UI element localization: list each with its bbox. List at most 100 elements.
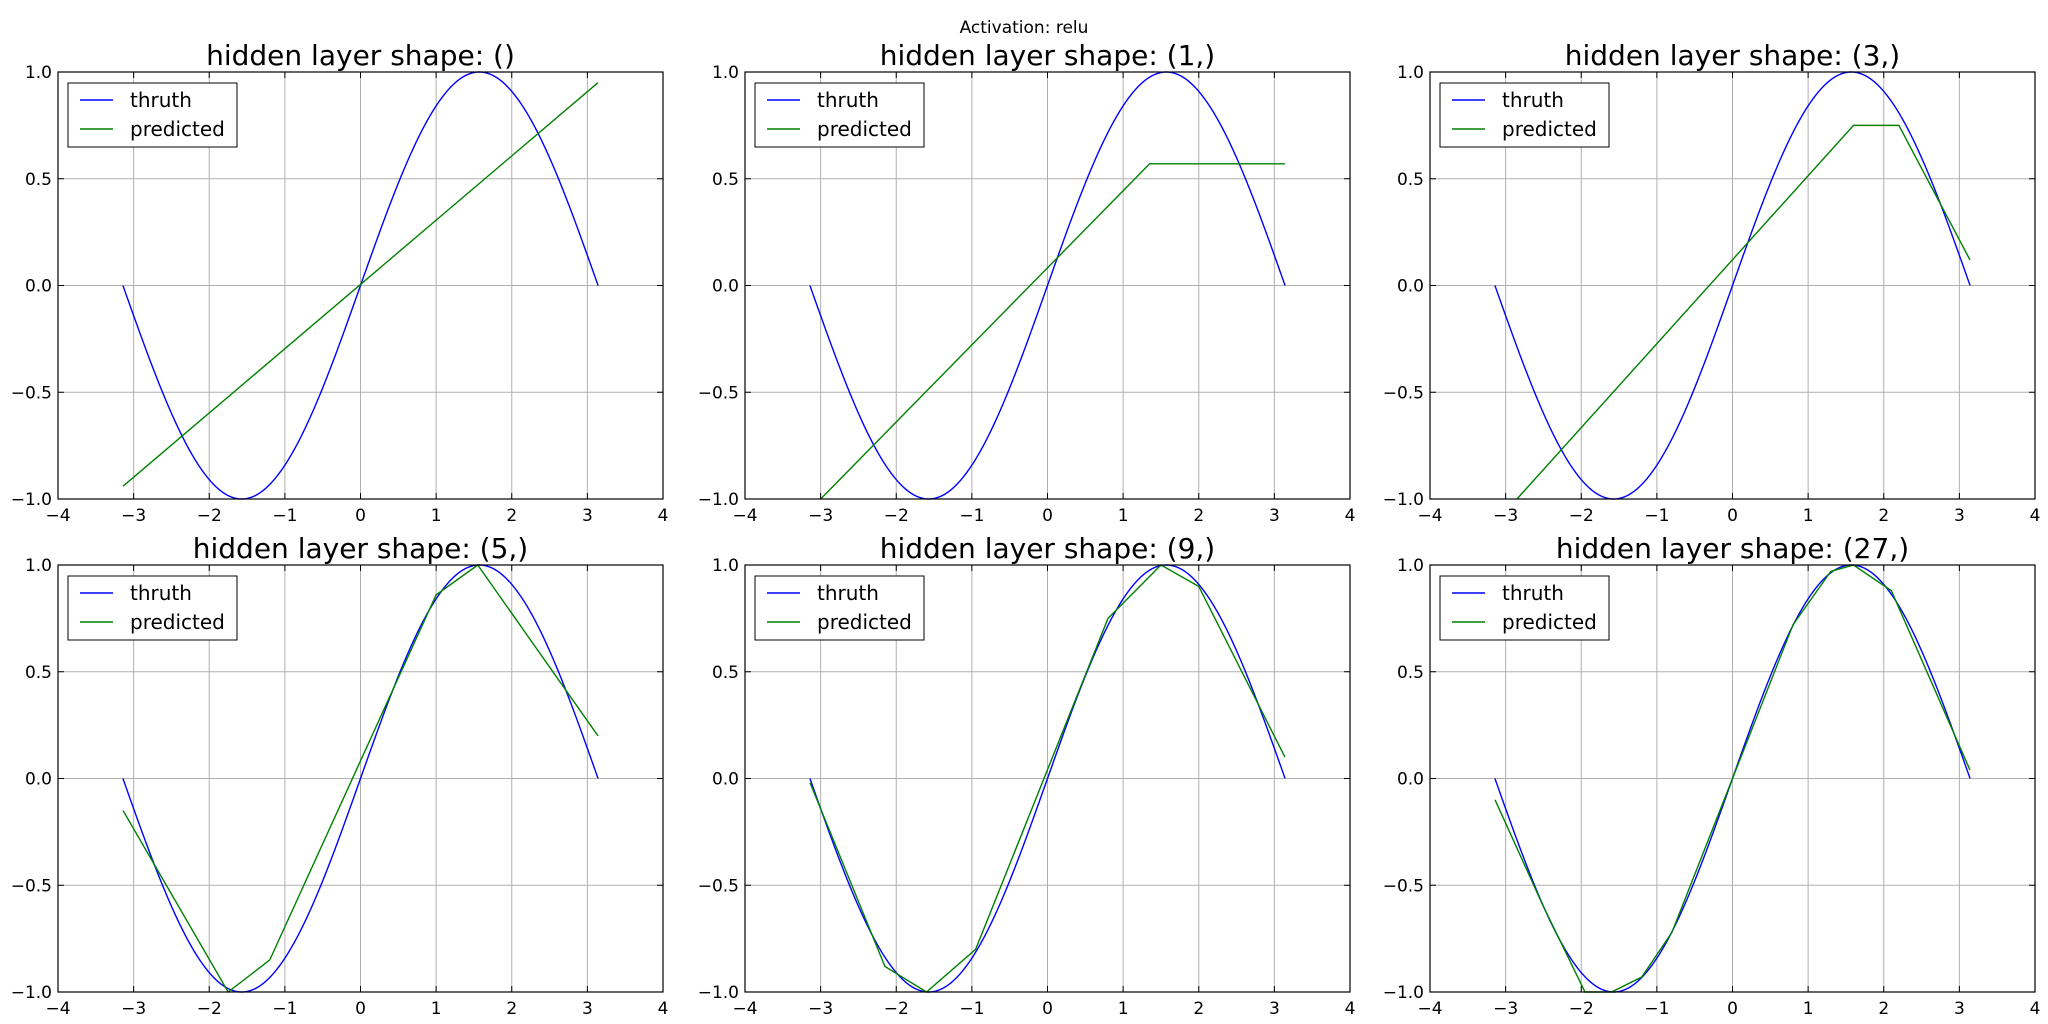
y-tick-label: 0.5 xyxy=(25,663,52,683)
y-tick-label: −0.5 xyxy=(11,383,52,403)
y-tick-label: 1.0 xyxy=(1397,63,1424,83)
x-tick-label: 1 xyxy=(1803,506,1814,526)
x-tick-label: 2 xyxy=(506,506,517,526)
x-tick-label: −1 xyxy=(272,999,297,1019)
x-tick-label: −2 xyxy=(197,506,222,526)
legend-label-thruth: thruth xyxy=(130,88,192,112)
x-tick-label: −2 xyxy=(197,999,222,1019)
x-tick-label: −4 xyxy=(1417,506,1442,526)
x-tick-label: −4 xyxy=(1417,999,1442,1019)
series-line-thruth xyxy=(809,71,1286,500)
x-tick-label: 3 xyxy=(1954,999,1965,1019)
legend-label-predicted: predicted xyxy=(817,117,912,141)
y-tick-label: 1.0 xyxy=(25,556,52,576)
legend-label-thruth: thruth xyxy=(817,581,879,605)
x-tick-label: −1 xyxy=(1644,999,1669,1019)
series-line-thruth xyxy=(122,564,599,993)
subplot-title: hidden layer shape: (3,) xyxy=(1565,39,1900,72)
x-tick-label: 4 xyxy=(1345,999,1356,1019)
legend-label-thruth: thruth xyxy=(1502,88,1564,112)
y-tick-label: −0.5 xyxy=(1383,876,1424,896)
y-tick-label: 1.0 xyxy=(712,556,739,576)
y-tick-label: −0.5 xyxy=(698,876,739,896)
x-tick-label: −1 xyxy=(1644,506,1669,526)
x-tick-label: −4 xyxy=(45,999,70,1019)
y-tick-label: 0.5 xyxy=(1397,663,1424,683)
y-tick-label: −1.0 xyxy=(11,983,52,1003)
subplot-4: −4 −3 −2 −1 0 1 2 3 4 −1.0 −0.5 0.0 0.5 1.0 hidden lay… xyxy=(11,532,669,1019)
y-tick-label: 0.0 xyxy=(1397,770,1424,790)
subplot-5: −4 −3 −2 −1 0 1 2 3 4 −1.0 −0.5 0.0 0.5 1.0 hidden lay… xyxy=(698,532,1356,1019)
legend: thruth predicted xyxy=(754,82,925,148)
y-tick-label: −0.5 xyxy=(1383,383,1424,403)
series-line-thruth xyxy=(809,564,1286,993)
x-tick-label: 4 xyxy=(658,999,669,1019)
x-tick-label: −3 xyxy=(1493,506,1518,526)
y-tick-label: −1.0 xyxy=(698,983,739,1003)
legend: thruth predicted xyxy=(67,82,238,148)
x-tick-label: 3 xyxy=(1269,999,1280,1019)
legend: thruth predicted xyxy=(67,575,238,641)
y-tick-label: 0.0 xyxy=(712,277,739,297)
legend-label-predicted: predicted xyxy=(1502,117,1597,141)
x-tick-label: 2 xyxy=(1878,506,1889,526)
x-tick-label: −4 xyxy=(45,506,70,526)
y-tick-label: 0.0 xyxy=(712,770,739,790)
legend-box xyxy=(754,575,925,641)
x-tick-label: 2 xyxy=(1193,999,1204,1019)
series-line-predicted xyxy=(1494,564,1971,993)
y-tick-label: 0.5 xyxy=(25,170,52,190)
y-tick-label: −1.0 xyxy=(698,490,739,510)
x-tick-label: 1 xyxy=(431,506,442,526)
x-tick-label: −1 xyxy=(959,506,984,526)
y-tick-label: −1.0 xyxy=(1383,490,1424,510)
x-tick-label: 2 xyxy=(1193,506,1204,526)
y-tick-label: −1.0 xyxy=(1383,983,1424,1003)
legend-box xyxy=(67,575,238,641)
legend: thruth predicted xyxy=(1439,575,1610,641)
legend-label-predicted: predicted xyxy=(130,117,225,141)
subplot-6: −4 −3 −2 −1 0 1 2 3 4 −1.0 −0.5 0.0 0.5 1.0 hidden lay… xyxy=(1383,532,2041,1019)
legend-label-thruth: thruth xyxy=(1502,581,1564,605)
x-tick-label: 2 xyxy=(506,999,517,1019)
x-tick-label: 0 xyxy=(1727,999,1738,1019)
x-tick-label: −3 xyxy=(808,506,833,526)
x-tick-label: −2 xyxy=(1569,506,1594,526)
legend-label-thruth: thruth xyxy=(130,581,192,605)
series-line-thruth xyxy=(122,71,599,500)
y-tick-label: 0.0 xyxy=(25,770,52,790)
legend-label-predicted: predicted xyxy=(130,610,225,634)
x-tick-label: 0 xyxy=(1042,999,1053,1019)
y-tick-label: 0.5 xyxy=(712,663,739,683)
legend-label-predicted: predicted xyxy=(817,610,912,634)
y-tick-label: 0.5 xyxy=(1397,170,1424,190)
x-tick-label: −1 xyxy=(272,506,297,526)
subplot-title: hidden layer shape: (5,) xyxy=(193,532,528,565)
x-tick-label: 4 xyxy=(2030,506,2041,526)
subplot-3: −4 −3 −2 −1 0 1 2 3 4 −1.0 −0.5 0.0 0.5 1.0 hidden lay… xyxy=(1383,39,2041,526)
x-tick-label: 1 xyxy=(431,999,442,1019)
legend: thruth predicted xyxy=(1439,82,1610,148)
x-tick-label: 0 xyxy=(355,506,366,526)
subplot-1: −4 −3 −2 −1 0 1 2 3 4 −1.0 −0.5 0.0 0.5 1.0 hidden lay… xyxy=(11,39,669,526)
x-tick-label: 4 xyxy=(2030,999,2041,1019)
subplot-2: −4 −3 −2 −1 0 1 2 3 4 −1.0 −0.5 0.0 0.5 1.0 hidden lay… xyxy=(698,39,1356,526)
x-tick-label: 1 xyxy=(1118,999,1129,1019)
series-line-predicted xyxy=(820,163,1285,500)
x-tick-label: 4 xyxy=(1345,506,1356,526)
x-tick-label: −3 xyxy=(121,999,146,1019)
x-tick-label: −4 xyxy=(732,506,757,526)
x-tick-label: 1 xyxy=(1803,999,1814,1019)
y-tick-label: −0.5 xyxy=(698,383,739,403)
y-tick-label: 1.0 xyxy=(25,63,52,83)
y-tick-label: 1.0 xyxy=(712,63,739,83)
subplot-title: hidden layer shape: () xyxy=(206,39,515,72)
x-tick-label: −3 xyxy=(1493,999,1518,1019)
y-tick-label: 0.0 xyxy=(1397,277,1424,297)
legend: thruth predicted xyxy=(754,575,925,641)
x-tick-label: −3 xyxy=(808,999,833,1019)
series-line-predicted xyxy=(1516,124,1971,500)
y-tick-label: 0.5 xyxy=(712,170,739,190)
subplot-title: hidden layer shape: (9,) xyxy=(880,532,1215,565)
